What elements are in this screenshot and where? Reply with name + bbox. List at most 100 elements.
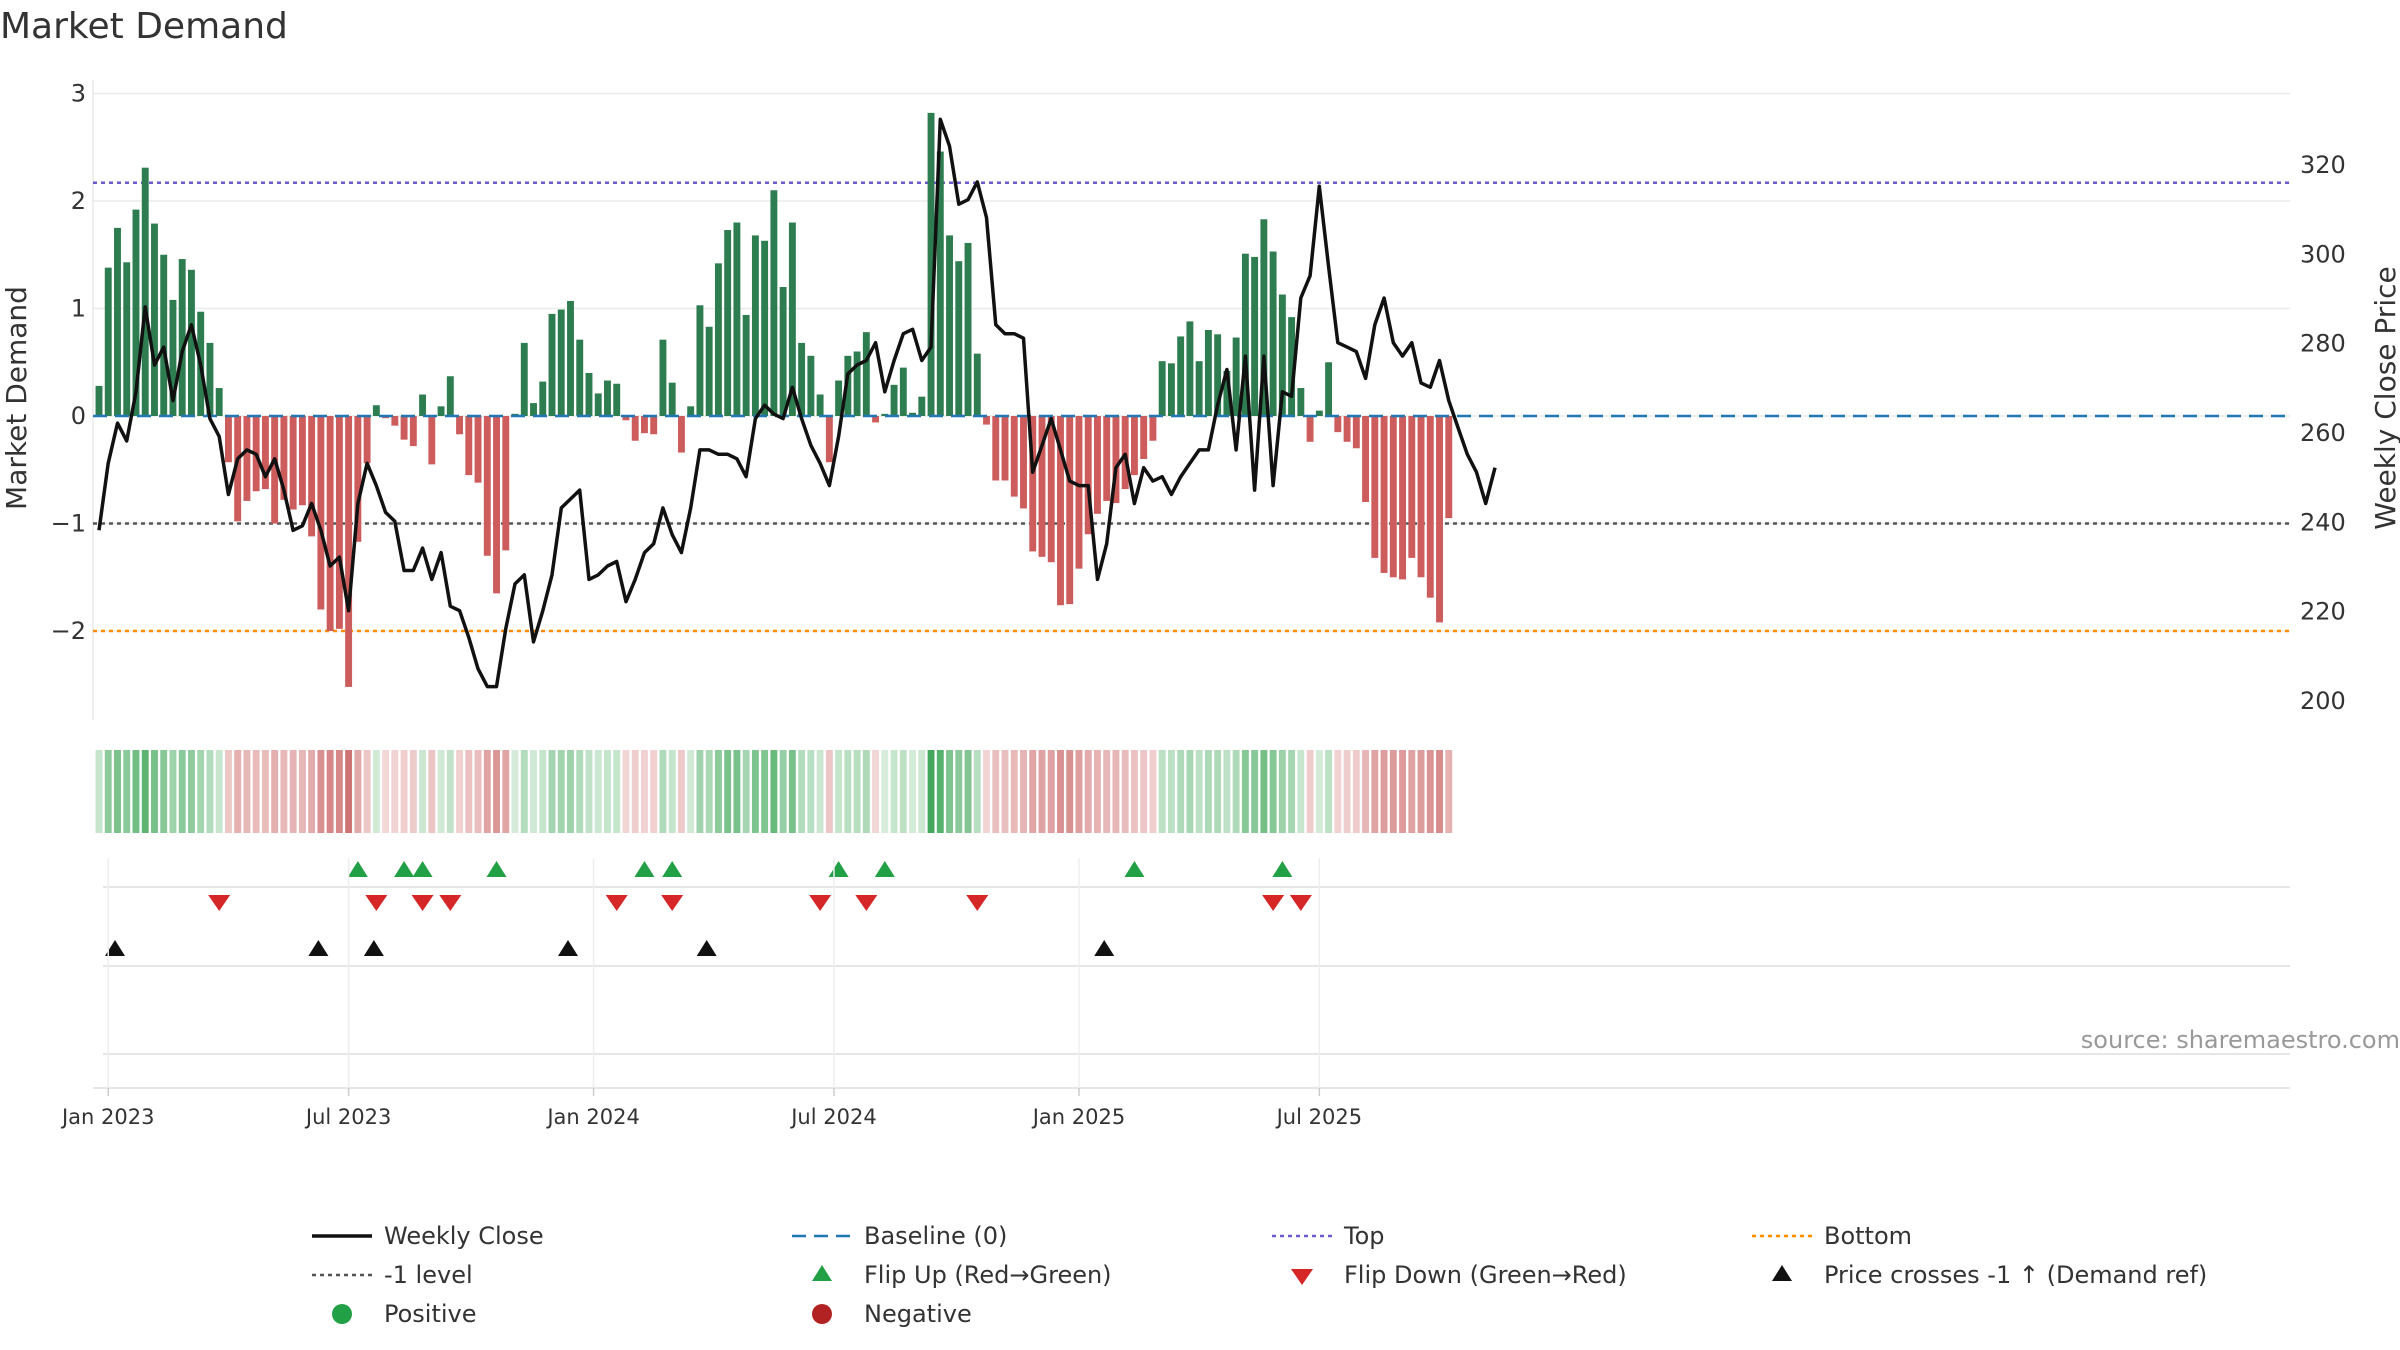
- heat-cell: [650, 750, 658, 833]
- heat-cell: [807, 750, 815, 833]
- heat-cell: [400, 750, 408, 833]
- demand-bar: [160, 254, 168, 416]
- legend-label: Positive: [384, 1300, 477, 1328]
- demand-bar: [899, 367, 907, 416]
- heat-cell: [1047, 750, 1055, 833]
- demand-bar: [705, 326, 713, 416]
- flip-up-marker: [874, 861, 895, 877]
- heat-cell: [224, 750, 232, 833]
- price-cross-marker: [1094, 940, 1115, 956]
- heat-cell: [724, 750, 732, 833]
- demand-bar: [178, 259, 186, 416]
- demand-bar: [964, 242, 972, 416]
- heat-cell: [1121, 750, 1129, 833]
- heat-cell: [372, 750, 380, 833]
- heat-cell: [557, 750, 565, 833]
- heat-cell: [641, 750, 648, 833]
- demand-bar: [483, 416, 491, 556]
- heat-cell: [1260, 750, 1268, 833]
- heat-cell: [1149, 750, 1157, 833]
- heat-cell: [816, 750, 824, 833]
- heat-cell: [1343, 750, 1351, 833]
- demand-bar: [271, 416, 279, 524]
- demand-bar: [151, 223, 158, 416]
- demand-bar: [1436, 416, 1443, 623]
- legend-item: Price crosses -1 ↑ (Demand ref): [1772, 1261, 2207, 1289]
- flip-down-marker: [411, 895, 434, 911]
- demand-bar: [502, 416, 510, 551]
- heat-cell: [1204, 750, 1212, 833]
- right-tick-label: 240: [2300, 508, 2346, 536]
- flip-down-marker: [661, 895, 684, 911]
- flip-up-marker: [1272, 861, 1293, 877]
- heat-cell: [188, 750, 195, 833]
- demand-bar: [1075, 416, 1083, 569]
- demand-bar: [1343, 416, 1351, 442]
- heat-cell: [169, 750, 177, 833]
- demand-bar: [946, 235, 953, 416]
- heat-cell: [326, 750, 334, 833]
- demand-bar: [114, 227, 121, 416]
- heat-cell: [1001, 750, 1009, 833]
- demand-bar: [280, 416, 288, 500]
- heat-cell: [853, 750, 861, 833]
- demand-bar: [372, 405, 380, 416]
- legend-item: Weekly Close: [312, 1222, 544, 1250]
- legend-item: Flip Down (Green→Red): [1291, 1261, 1627, 1289]
- right-axis-ticks: 320 300 280 260 240 220 200: [2300, 151, 2346, 715]
- demand-bar: [659, 339, 667, 416]
- demand-bar: [1315, 410, 1323, 416]
- heat-cell: [1371, 750, 1379, 833]
- left-tick-label: 3: [71, 80, 86, 108]
- heat-cell: [927, 750, 935, 833]
- right-tick-label: 260: [2300, 419, 2346, 447]
- flip-down-marker: [966, 895, 989, 911]
- demand-bar: [1417, 416, 1425, 578]
- heat-cell: [1297, 750, 1305, 833]
- demand-bar: [1297, 388, 1305, 416]
- chart-title: Market Demand: [0, 6, 288, 47]
- heat-cell: [604, 750, 611, 833]
- heat-cell: [1288, 750, 1296, 833]
- price-cross-marker: [308, 940, 329, 956]
- heat-cell: [1315, 750, 1323, 833]
- heat-cell: [742, 750, 750, 833]
- heat-cell: [696, 750, 704, 833]
- flip-up-marker: [1124, 861, 1145, 877]
- heat-cell: [1251, 750, 1259, 833]
- heat-cell: [114, 750, 121, 833]
- heat-cell: [1362, 750, 1370, 833]
- demand-bar: [733, 222, 741, 416]
- heat-cell: [585, 750, 593, 833]
- demand-bar: [844, 355, 852, 416]
- heat-cell: [1334, 750, 1342, 833]
- heat-cell: [123, 750, 131, 833]
- date-tick-label: Jul 2024: [789, 1105, 876, 1129]
- flip-down-marker: [605, 895, 628, 911]
- demand-bar: [770, 190, 778, 416]
- demand-bar: [576, 339, 584, 416]
- heat-cell: [1195, 750, 1203, 833]
- heat-cell: [1094, 750, 1101, 833]
- heat-cell: [354, 750, 362, 833]
- heat-cell: [1057, 750, 1064, 833]
- heat-cell: [973, 750, 981, 833]
- heat-cell: [576, 750, 584, 833]
- heat-cell: [1075, 750, 1083, 833]
- flip-up-marker: [828, 861, 849, 877]
- demand-bar: [890, 384, 898, 416]
- demand-bar: [1352, 416, 1360, 449]
- demand-bar: [872, 416, 880, 423]
- legend-label: -1 level: [384, 1261, 473, 1289]
- legend-circle-icon: [332, 1304, 352, 1324]
- heat-cell: [252, 750, 260, 833]
- price-cross-marker: [363, 940, 384, 956]
- heat-cell: [317, 750, 325, 833]
- demand-bar: [298, 416, 306, 506]
- left-axis-ticks: 3 2 1 0 −1 −2: [51, 80, 86, 646]
- heat-cell: [1306, 750, 1314, 833]
- demand-bar: [1223, 370, 1231, 416]
- demand-bar: [1103, 416, 1111, 501]
- flip-up-marker: [394, 861, 415, 877]
- heat-cell: [391, 750, 399, 833]
